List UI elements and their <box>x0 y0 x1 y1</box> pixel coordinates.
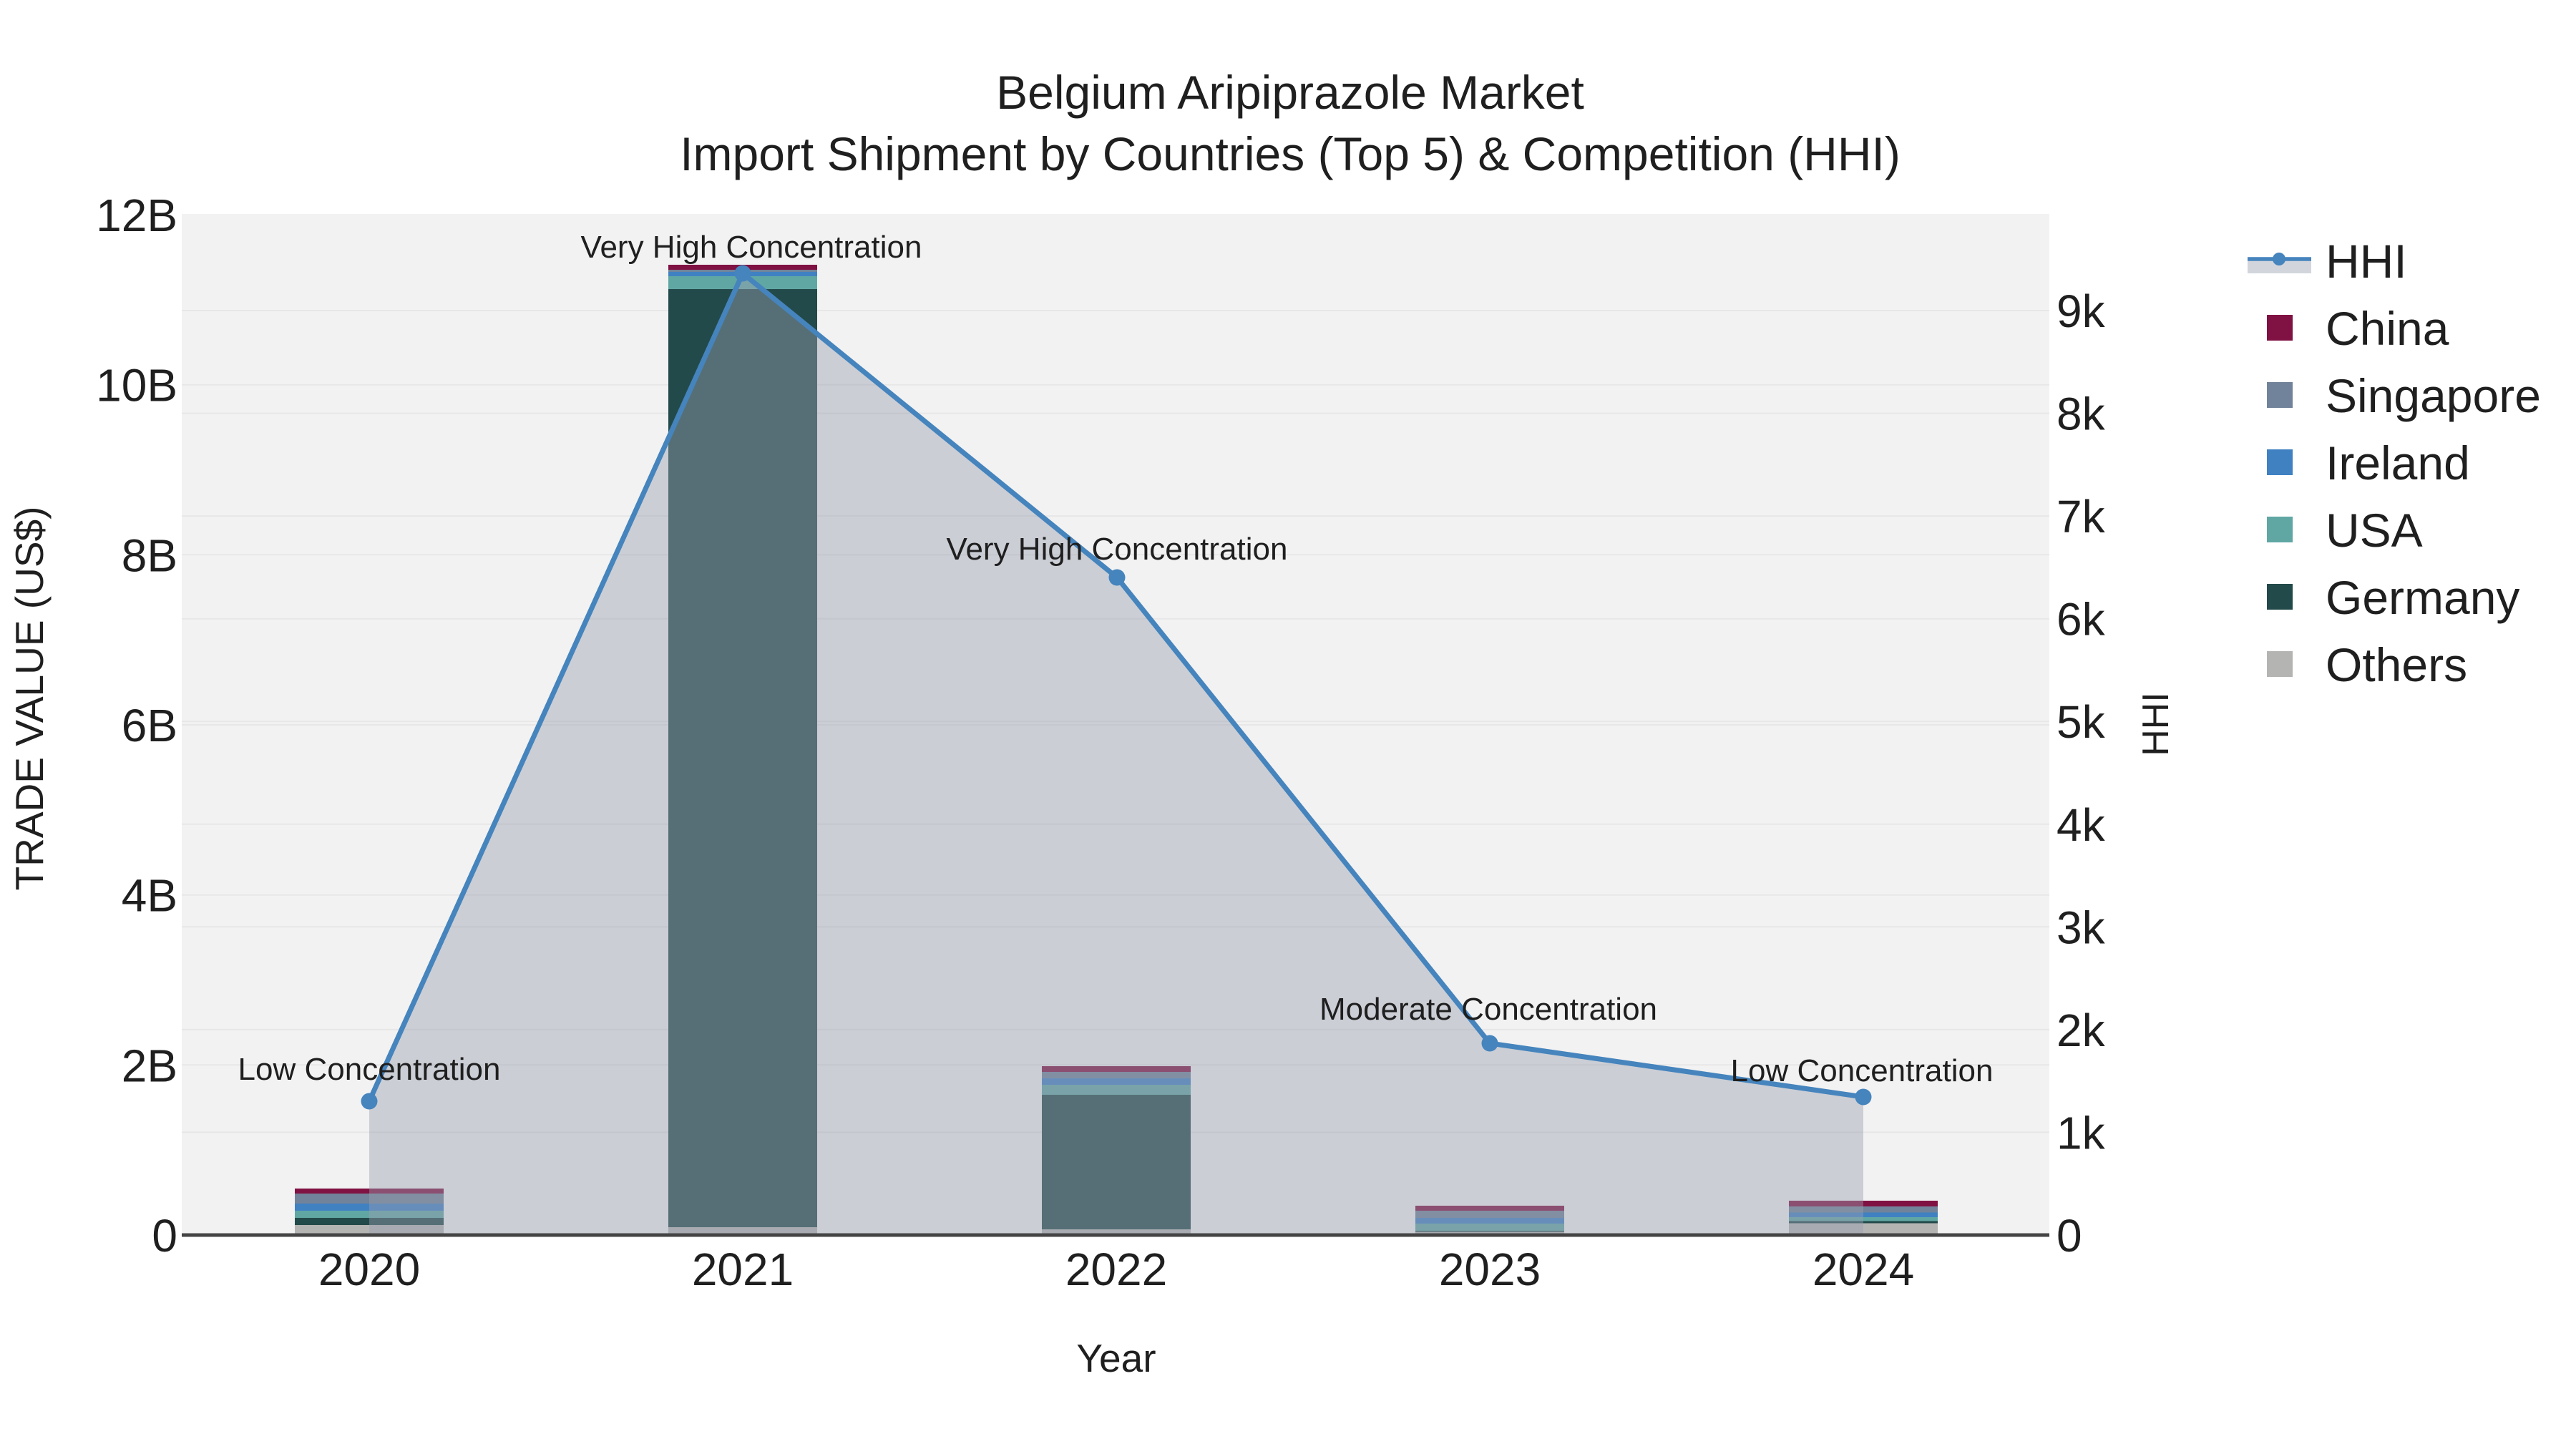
svg-text:Low Concentration: Low Concentration <box>1731 1053 1994 1088</box>
svg-text:2020: 2020 <box>318 1244 420 1295</box>
svg-text:Very High Concentration: Very High Concentration <box>581 230 922 265</box>
svg-text:0: 0 <box>152 1210 177 1262</box>
svg-text:4B: 4B <box>122 870 177 922</box>
svg-text:5k: 5k <box>2057 696 2106 748</box>
svg-text:2k: 2k <box>2057 1005 2106 1056</box>
svg-text:HHI: HHI <box>2135 692 2177 756</box>
svg-text:8k: 8k <box>2057 389 2106 440</box>
svg-text:6B: 6B <box>122 700 177 751</box>
svg-text:Moderate Concentration: Moderate Concentration <box>1319 992 1657 1027</box>
svg-text:USA: USA <box>2326 504 2423 557</box>
svg-text:Very High Concentration: Very High Concentration <box>947 532 1288 567</box>
svg-text:4k: 4k <box>2057 799 2106 851</box>
svg-text:7k: 7k <box>2057 491 2106 542</box>
svg-text:Ireland: Ireland <box>2326 436 2470 489</box>
svg-text:12B: 12B <box>96 190 177 241</box>
svg-text:TRADE VALUE (US$): TRADE VALUE (US$) <box>7 507 52 891</box>
svg-text:China: China <box>2326 302 2449 355</box>
svg-text:8B: 8B <box>122 530 177 581</box>
svg-text:Belgium Aripiprazole Market: Belgium Aripiprazole Market <box>996 66 1584 119</box>
svg-text:9k: 9k <box>2057 286 2106 337</box>
svg-text:2B: 2B <box>122 1040 177 1091</box>
svg-text:6k: 6k <box>2057 594 2106 645</box>
svg-text:Year: Year <box>1076 1336 1156 1380</box>
svg-text:Import Shipment by Countries (: Import Shipment by Countries (Top 5) & C… <box>680 127 1901 180</box>
svg-text:3k: 3k <box>2057 902 2106 953</box>
svg-text:2021: 2021 <box>692 1244 794 1295</box>
svg-text:Germany: Germany <box>2326 571 2519 624</box>
svg-text:2024: 2024 <box>1813 1244 1914 1295</box>
svg-text:2023: 2023 <box>1439 1244 1541 1295</box>
svg-text:Others: Others <box>2326 638 2467 691</box>
svg-text:HHI: HHI <box>2326 235 2407 288</box>
svg-text:0: 0 <box>2057 1210 2082 1262</box>
svg-text:10B: 10B <box>96 360 177 411</box>
svg-text:Singapore: Singapore <box>2326 369 2541 422</box>
svg-text:Low Concentration: Low Concentration <box>238 1052 501 1087</box>
svg-text:1k: 1k <box>2057 1107 2106 1158</box>
svg-text:2022: 2022 <box>1065 1244 1167 1295</box>
